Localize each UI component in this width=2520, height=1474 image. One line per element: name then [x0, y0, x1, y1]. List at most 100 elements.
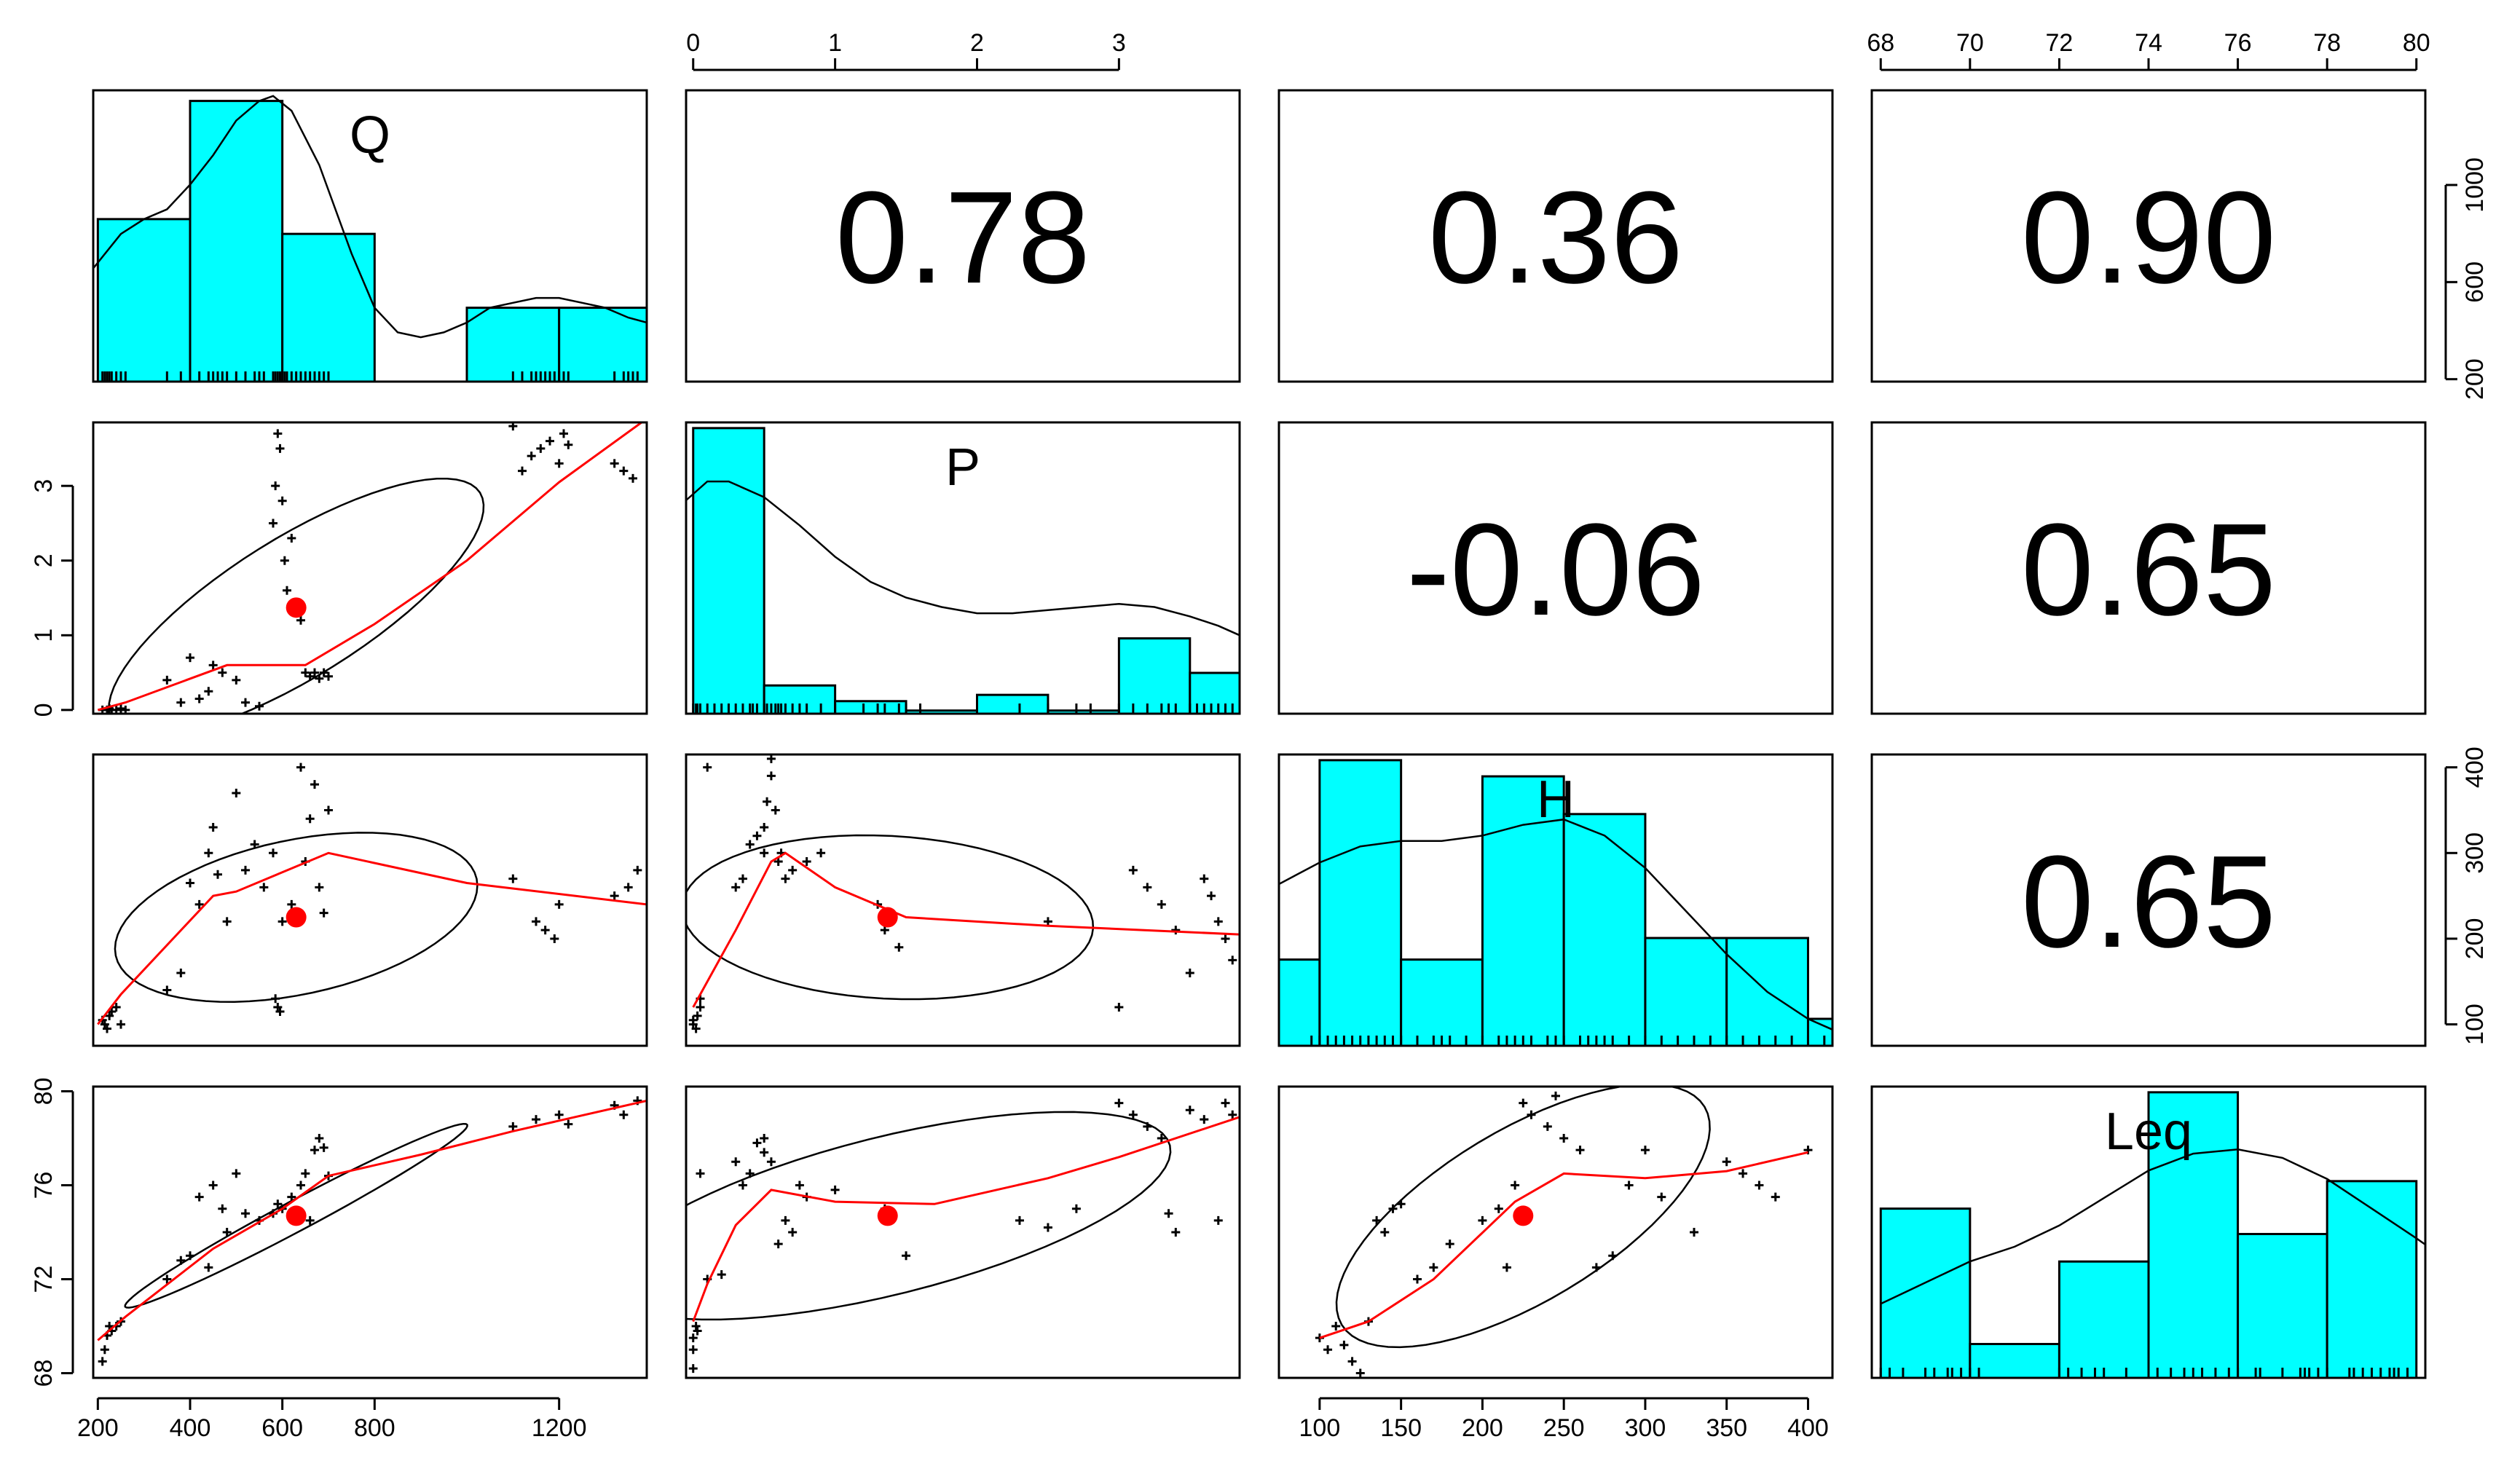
point-H-Leq-25 — [1608, 1251, 1618, 1261]
point-Q-H-11 — [204, 848, 213, 858]
tick-label-Q_right-0: 200 — [2461, 358, 2489, 400]
point-P-H-34 — [1207, 891, 1216, 901]
point-Q-Leq-31 — [554, 1110, 564, 1119]
point-H-Leq-4 — [1347, 1357, 1357, 1366]
point-Q-Leq-23 — [301, 1169, 310, 1178]
histogram-Leq — [1879, 1091, 2425, 1378]
point-H-Leq-7 — [1372, 1215, 1382, 1225]
point-H-Leq-10 — [1396, 1199, 1406, 1209]
point-Q-Leq-21 — [287, 1192, 296, 1202]
density-curve-P — [686, 480, 1240, 636]
point-P-Leq-1 — [688, 1345, 698, 1355]
tick-label-H_bottom-5: 350 — [1706, 1414, 1747, 1442]
point-Q-P-29 — [310, 668, 319, 677]
point-Q-P-42 — [619, 466, 629, 476]
point-P-Leq-11 — [752, 1138, 762, 1148]
point-Q-P-23 — [283, 586, 291, 595]
point-Q-H-30 — [319, 908, 328, 918]
point-P-H-35 — [1213, 917, 1223, 926]
point-P-H-26 — [1043, 917, 1052, 926]
point-H-Leq-2 — [1331, 1322, 1341, 1331]
correlation-Q-H: 0.36 — [1428, 165, 1683, 311]
panel-frame-0-0 — [92, 89, 648, 383]
point-Q-Leq-1 — [100, 1345, 109, 1355]
point-P-H-22 — [816, 848, 826, 858]
point-Q-H-36 — [554, 899, 564, 909]
point-Q-P-12 — [208, 661, 218, 670]
tick-label-P_top-2: 2 — [970, 29, 984, 57]
point-H-Leq-19 — [1527, 1110, 1536, 1119]
point-Q-P-35 — [527, 452, 536, 461]
ellipse-Q-H — [114, 832, 479, 1003]
point-P-Leq-13 — [760, 1148, 769, 1157]
point-P-H-9 — [745, 840, 755, 849]
point-P-H-15 — [766, 754, 776, 763]
point-P-H-6 — [703, 762, 712, 772]
point-H-Leq-33 — [1771, 1192, 1780, 1202]
point-P-H-33 — [1200, 874, 1209, 883]
point-P-Leq-35 — [1221, 1098, 1230, 1108]
point-Q-H-38 — [623, 883, 633, 892]
scatter-panel-P-H — [686, 754, 1240, 1033]
point-Q-H-13 — [213, 870, 222, 879]
histogram-P — [686, 427, 1240, 714]
point-Q-Leq-13 — [218, 1204, 227, 1213]
point-P-H-37 — [1228, 955, 1237, 965]
histogram-Q — [93, 95, 647, 382]
point-P-Leq-15 — [773, 1240, 783, 1249]
point-Q-Leq-24 — [305, 1215, 315, 1225]
point-Q-Leq-0 — [98, 1357, 107, 1366]
tick-label-Leq_top-2: 72 — [2046, 29, 2074, 57]
histogram-H — [1279, 759, 1832, 1046]
point-Q-P-11 — [204, 687, 213, 696]
point-Q-P-38 — [554, 459, 564, 468]
var-label-H: H — [1537, 770, 1575, 829]
point-P-H-11 — [760, 823, 769, 832]
hist-bar-H-7 — [1806, 1017, 1832, 1046]
tick-label-Q_right-1: 600 — [2461, 261, 2489, 303]
tick-label-Leq_left-2: 76 — [30, 1172, 58, 1199]
point-P-H-28 — [1128, 865, 1138, 875]
point-Q-P-19 — [273, 429, 283, 438]
tick-label-H_bottom-6: 400 — [1787, 1414, 1829, 1442]
panel-frame-2-0 — [92, 753, 648, 1047]
point-Q-P-41 — [610, 459, 619, 468]
point-Q-H-5 — [111, 1003, 121, 1012]
point-Q-H-25 — [296, 762, 305, 772]
point-Q-P-7 — [162, 675, 172, 685]
hist-bar-P-2 — [834, 700, 907, 714]
smooth-line-H-Leq — [1319, 1151, 1808, 1339]
point-H-Leq-11 — [1413, 1274, 1422, 1284]
point-Q-P-13 — [218, 668, 227, 677]
point-H-Leq-30 — [1722, 1157, 1731, 1167]
tick-label-H_right-2: 300 — [2461, 832, 2489, 874]
point-Q-P-10 — [194, 694, 204, 704]
axis-Leq_left: 68 72 76 80 — [30, 1078, 74, 1387]
point-P-Leq-2 — [688, 1333, 698, 1343]
point-Q-P-39 — [559, 429, 568, 438]
panel-frame-0-3 — [1870, 89, 2427, 383]
hist-bar-Leq-3 — [2147, 1091, 2240, 1378]
point-Q-Leq-10 — [194, 1192, 204, 1202]
hist-bar-Leq-2 — [2058, 1260, 2150, 1378]
scatter-panel-Q-P — [97, 422, 644, 714]
point-Q-P-40 — [564, 440, 573, 449]
point-Q-H-19 — [269, 848, 277, 858]
point-P-H-4 — [696, 1003, 705, 1012]
mean-point-Q-Leq — [286, 1205, 307, 1226]
tick-label-P_top-0: 0 — [686, 29, 700, 57]
tick-label-Q_bottom-1: 400 — [170, 1414, 211, 1442]
hist-bar-H-0 — [1279, 958, 1321, 1046]
point-H-Leq-5 — [1355, 1368, 1365, 1378]
point-Q-H-23 — [277, 917, 287, 926]
point-Q-H-37 — [610, 891, 619, 901]
point-Q-H-15 — [232, 788, 241, 797]
tick-label-H_bottom-2: 200 — [1462, 1414, 1503, 1442]
hist-bar-Leq-1 — [1969, 1343, 2060, 1378]
point-P-H-30 — [1157, 899, 1166, 909]
point-P-H-17 — [773, 857, 783, 867]
point-P-Leq-28 — [1143, 1122, 1152, 1131]
point-Q-P-14 — [232, 675, 241, 685]
tick-label-P_left-0: 0 — [30, 703, 58, 717]
point-H-Leq-12 — [1429, 1263, 1438, 1272]
